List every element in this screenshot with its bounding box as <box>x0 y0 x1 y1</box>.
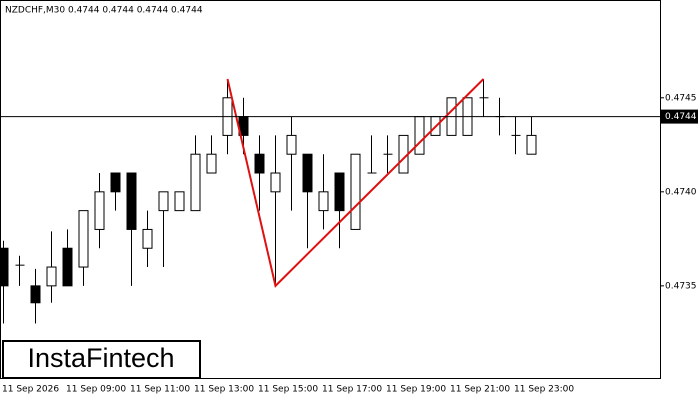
candle-body <box>30 285 41 304</box>
last-price-label: 0.4744 <box>665 112 697 122</box>
x-tick-label: 11 Sep 13:00 <box>194 385 254 395</box>
candle-body <box>270 172 281 193</box>
candle-body <box>334 172 345 212</box>
logo-box <box>2 340 201 379</box>
candle-body <box>302 153 313 193</box>
x-tick-label: 11 Sep 2026 <box>2 385 59 395</box>
candle-body <box>0 247 9 287</box>
candle-body <box>174 191 185 212</box>
candle-body <box>158 191 169 212</box>
candle-body <box>78 210 89 268</box>
candle-body <box>254 153 265 174</box>
candle-body <box>190 153 201 212</box>
last-price-box <box>661 109 698 124</box>
pattern-line <box>226 78 485 288</box>
logo-text: InstaFintech <box>27 343 174 373</box>
candle-body <box>46 266 57 287</box>
candle-body <box>350 153 361 230</box>
y-tick-label: 0.4735 <box>665 281 697 291</box>
y-tick-label: 0.4740 <box>665 187 697 197</box>
candle-body <box>62 247 73 287</box>
chart-title: NZDCHF,M30 0.4744 0.4744 0.4744 0.4744 <box>5 6 203 16</box>
x-tick-label: 11 Sep 17:00 <box>322 385 382 395</box>
logo: InstaFintech <box>2 340 201 379</box>
candle-body <box>94 191 105 230</box>
x-tick-label: 11 Sep 19:00 <box>386 385 446 395</box>
x-tick-label: 11 Sep 09:00 <box>66 385 126 395</box>
candle-body <box>142 228 153 249</box>
x-tick-label: 11 Sep 21:00 <box>450 385 510 395</box>
x-tick-label: 11 Sep 23:00 <box>514 385 574 395</box>
candle-body <box>414 116 425 155</box>
x-tick-label: 11 Sep 15:00 <box>258 385 318 395</box>
candle-body <box>110 172 121 193</box>
plot-frame <box>0 0 661 379</box>
candle-body <box>318 191 329 212</box>
candle-body <box>206 153 217 174</box>
y-tick-label: 0.4745 <box>665 93 697 103</box>
candle-body <box>286 134 297 155</box>
candle-body <box>126 172 137 230</box>
x-tick-label: 11 Sep 11:00 <box>130 385 190 395</box>
candle-body <box>526 134 537 155</box>
